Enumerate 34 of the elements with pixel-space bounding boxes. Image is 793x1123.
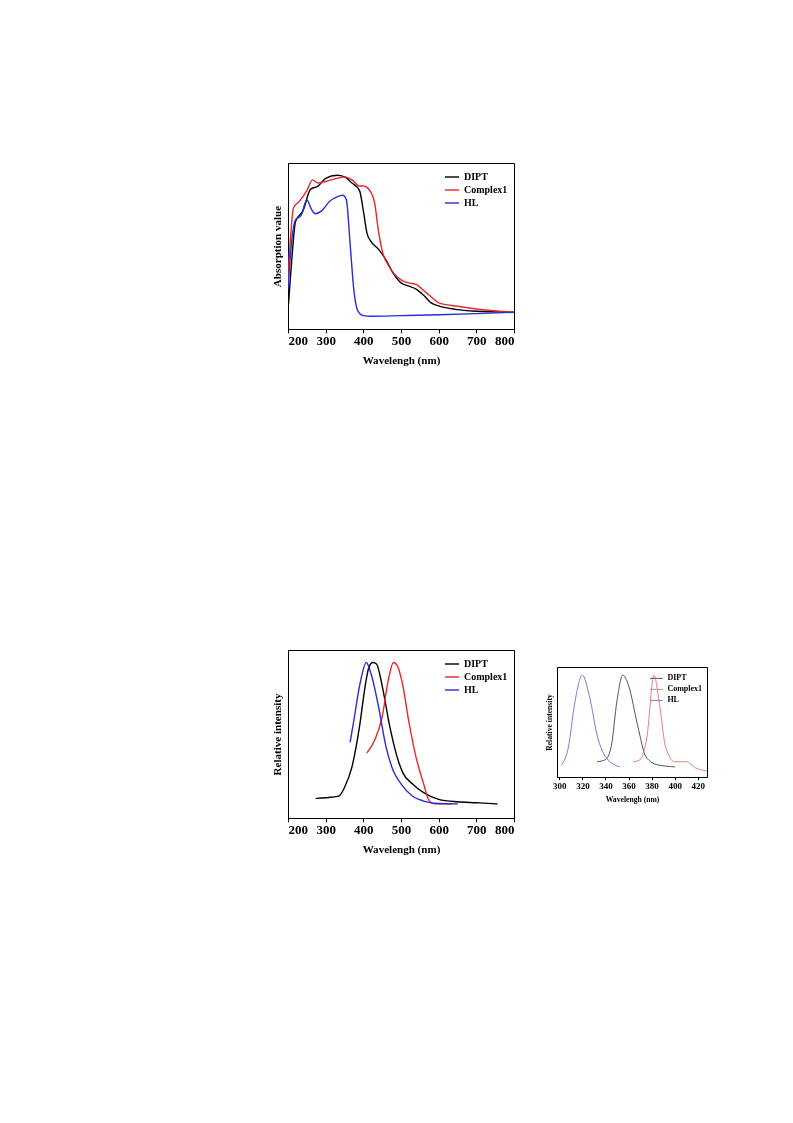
legend-label: HL: [667, 695, 679, 705]
x-tick-label: 800: [495, 333, 515, 349]
x-tick-label: 500: [391, 822, 412, 838]
x-tick-label: 800: [495, 822, 515, 838]
x-axis-title: Wavelengh (nm): [362, 842, 441, 856]
legend-label: Complex1: [464, 184, 508, 195]
x-tick-label: 700: [467, 333, 487, 349]
x-tick-label: 300: [316, 333, 336, 349]
legend-label: HL: [464, 684, 479, 695]
legend-label: DIPT: [667, 673, 688, 683]
y-axis-title: Relative intensity: [271, 693, 284, 776]
x-tick-label: 380: [645, 781, 660, 792]
x-tick-label: 320: [576, 781, 591, 792]
x-tick-label: 400: [354, 333, 374, 349]
legend-label: DIPT: [464, 658, 489, 669]
x-tick-label: 340: [599, 781, 614, 792]
x-tick-label: 400: [668, 781, 683, 792]
legend-label: DIPT: [464, 171, 489, 182]
x-axis-title: Wavelengh (nm): [362, 353, 441, 367]
legend-label: Complex1: [464, 671, 508, 682]
x-tick-label: 600: [429, 822, 449, 838]
x-tick-label: 200: [288, 333, 308, 349]
x-tick-label: 300: [316, 822, 336, 838]
legend-label: Complex1: [667, 684, 703, 694]
x-tick-label: 420: [691, 781, 706, 792]
x-tick-label: 700: [467, 822, 487, 838]
x-tick-label: 200: [288, 822, 308, 838]
legend-label: HL: [464, 197, 479, 208]
x-tick-label: 400: [354, 822, 374, 838]
x-tick-label: 600: [429, 333, 449, 349]
x-tick-label: 500: [391, 333, 412, 349]
x-tick-label: 300: [553, 781, 568, 792]
y-axis-title: Absorption value: [271, 205, 284, 288]
x-tick-label: 360: [622, 781, 637, 792]
